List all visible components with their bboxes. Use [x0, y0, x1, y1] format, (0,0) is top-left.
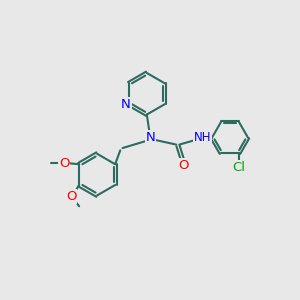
Text: O: O	[59, 157, 69, 169]
Text: N: N	[121, 98, 131, 111]
Text: N: N	[146, 131, 155, 144]
Text: NH: NH	[194, 131, 211, 144]
Text: O: O	[178, 159, 189, 172]
Text: Cl: Cl	[232, 161, 245, 174]
Text: O: O	[66, 190, 76, 203]
